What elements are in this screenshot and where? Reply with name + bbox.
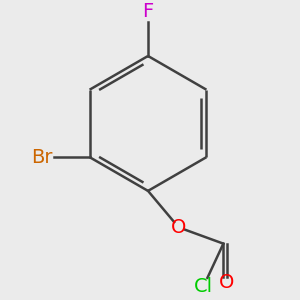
Text: O: O [219, 273, 234, 292]
Text: Br: Br [31, 148, 52, 167]
Text: Cl: Cl [194, 277, 213, 296]
Text: O: O [171, 218, 186, 237]
Text: F: F [142, 2, 154, 21]
